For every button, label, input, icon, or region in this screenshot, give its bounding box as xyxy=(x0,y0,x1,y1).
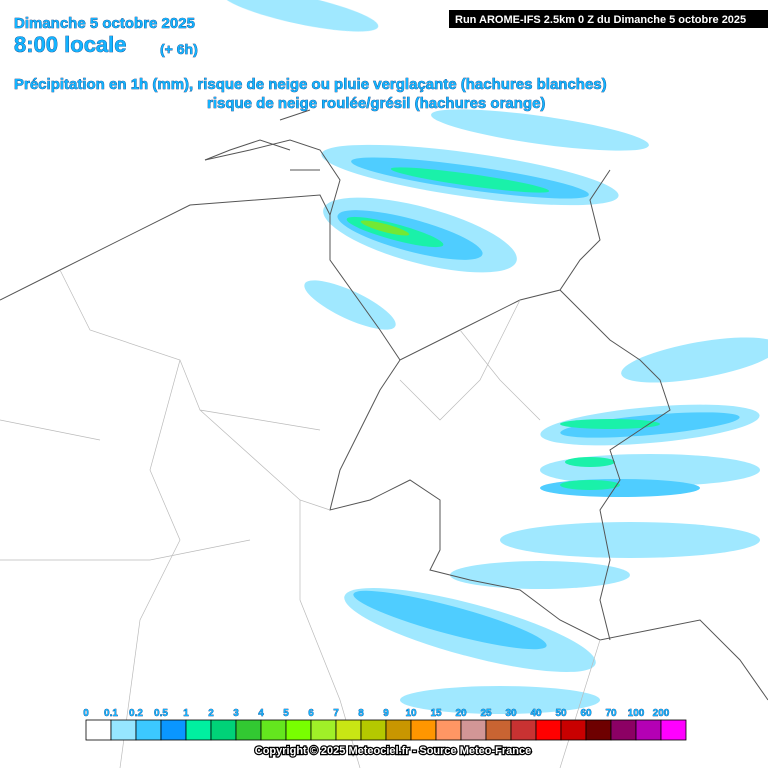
legend: 0 0.1 0.2 0.5 1 2 3 4 5 6 7 8 9 10 15 20 25 30 40 50 60 70 100… xyxy=(83,708,687,741)
legend-swatch xyxy=(535,719,562,741)
legend-swatch xyxy=(210,719,237,741)
legend-label: 20 xyxy=(455,708,467,719)
offset: (+ 6h) xyxy=(160,41,198,57)
legend-swatch xyxy=(235,719,262,741)
legend-label: 60 xyxy=(580,708,592,719)
legend-label: 5 xyxy=(283,708,289,719)
legend-swatch xyxy=(660,719,687,741)
legend-swatch xyxy=(360,719,387,741)
legend-label: 1 xyxy=(183,708,189,719)
legend-swatch xyxy=(185,719,212,741)
precipitation xyxy=(221,0,768,714)
legend-label: 0.2 xyxy=(129,708,143,719)
copyright: Copyright © 2025 Meteociel.fr - Source M… xyxy=(255,745,531,757)
legend-label: 0.1 xyxy=(104,708,118,719)
legend-label: 9 xyxy=(383,708,389,719)
subtitle-1: Précipitation en 1h (mm), risque de neig… xyxy=(14,76,607,93)
legend-swatch xyxy=(285,719,312,741)
legend-label: 4 xyxy=(258,708,264,719)
legend-label: 0 xyxy=(83,708,89,719)
legend-swatch xyxy=(160,719,187,741)
legend-label: 100 xyxy=(628,708,645,719)
legend-label: 0.5 xyxy=(154,708,168,719)
legend-swatch xyxy=(385,719,412,741)
subtitle-2: risque de neige roulée/grésil (hachures … xyxy=(207,95,545,112)
legend-label: 3 xyxy=(233,708,239,719)
run-info: Run AROME-IFS 2.5km 0 Z du Dimanche 5 oc… xyxy=(455,14,746,26)
legend-label: 2 xyxy=(208,708,214,719)
legend-label: 15 xyxy=(430,708,442,719)
legend-swatch xyxy=(435,719,462,741)
legend-swatch xyxy=(585,719,612,741)
legend-swatch xyxy=(610,719,637,741)
legend-label: 8 xyxy=(358,708,364,719)
time: 8:00 locale xyxy=(14,32,127,57)
legend-swatch xyxy=(260,719,287,741)
legend-label: 6 xyxy=(308,708,314,719)
run-box xyxy=(449,10,768,28)
legend-swatch xyxy=(635,719,662,741)
legend-label: 7 xyxy=(333,708,339,719)
legend-label: 30 xyxy=(505,708,517,719)
legend-label: 200 xyxy=(653,708,670,719)
legend-swatch xyxy=(110,719,137,741)
legend-label: 50 xyxy=(555,708,567,719)
legend-swatch xyxy=(410,719,437,741)
legend-swatch xyxy=(85,719,112,741)
legend-label: 40 xyxy=(530,708,542,719)
legend-label: 25 xyxy=(480,708,492,719)
date: Dimanche 5 octobre 2025 xyxy=(14,15,195,32)
legend-swatch xyxy=(335,719,362,741)
legend-label: 10 xyxy=(405,708,417,719)
legend-label: 70 xyxy=(605,708,617,719)
legend-swatch xyxy=(510,719,537,741)
legend-swatch xyxy=(135,719,162,741)
legend-swatch xyxy=(485,719,512,741)
legend-swatch xyxy=(560,719,587,741)
legend-swatch xyxy=(460,719,487,741)
legend-swatch xyxy=(310,719,337,741)
borders xyxy=(0,109,768,768)
